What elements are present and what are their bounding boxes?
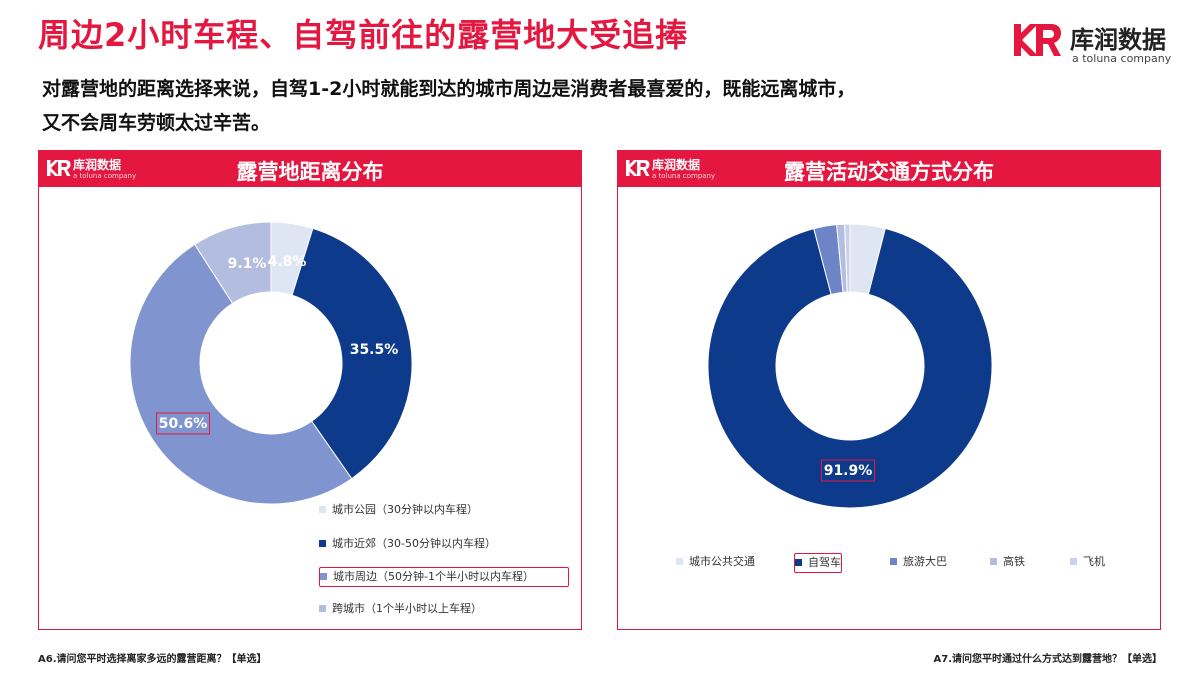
page-subtitle: 对露营地的距离选择来说，自驾1-2小时就能到达的城市周边是消费者最喜爱的，既能远…: [42, 72, 1042, 140]
brand-tagline: a toluna company: [1072, 52, 1172, 65]
legend-swatch: [319, 539, 326, 547]
donut-slice-4: [844, 223, 851, 293]
subtitle-line-1: 对露营地的距离选择来说，自驾1-2小时就能到达的城市周边是消费者最喜爱的，既能远…: [42, 78, 856, 100]
legend-swatch: [319, 604, 326, 612]
legend-label: 跨城市（1个半小时以上车程）: [332, 602, 482, 615]
legend-label: 飞机: [1083, 555, 1105, 568]
legend-swatch: [1070, 557, 1077, 565]
highlight-box: [156, 412, 210, 435]
distance-chart-panel: 库润数据 a toluna company 露营地距离分布 4.8% 35.5% 5…: [38, 150, 582, 630]
data-label: 9.1%: [228, 256, 267, 272]
legend-item: 城市公共交通: [676, 553, 755, 571]
panel-header: 库润数据 a toluna company 露营地距离分布: [39, 151, 581, 187]
page-title: 周边2小时车程、自驾前往的露营地大受追捧: [38, 16, 689, 54]
legend-label: 城市周边（50分钟-1个半小时以内车程）: [333, 570, 534, 583]
legend-label: 高铁: [1003, 555, 1025, 568]
highlight-box: [821, 459, 875, 482]
logo-mark-icon: [47, 160, 71, 176]
legend-item: 自驾车: [794, 553, 842, 573]
legend-item: 跨城市（1个半小时以上车程）: [319, 600, 482, 618]
legend-label: 城市近郊（30-50分钟以内车程）: [332, 537, 496, 550]
panel-logo-tagline: a toluna company: [73, 172, 137, 180]
brand-name: 库润数据: [1070, 26, 1166, 54]
donut-slice-3: [194, 221, 272, 304]
transport-chart-panel: 库润数据 a toluna company 露营活动交通方式分布 91.9% 城…: [617, 150, 1161, 630]
legend-swatch: [795, 558, 802, 566]
legend-item: 高铁: [990, 553, 1025, 571]
chart-title: 露营地距离分布: [236, 160, 384, 184]
legend-label: 城市公共交通: [689, 555, 755, 568]
legend-label: 自驾车: [808, 556, 841, 569]
subtitle-line-2: 又不会周车劳顿太过辛苦。: [42, 112, 271, 134]
panel-logo-name: 库润数据: [73, 158, 122, 172]
transport-donut-chart: 91.9%: [707, 223, 993, 509]
legend-item: 旅游大巴: [890, 553, 947, 571]
logo-mark-icon: [1014, 24, 1061, 56]
legend-item: 城市周边（50分钟-1个半小时以内车程）: [319, 567, 569, 587]
footnote-right: A7.请问您平时通过什么方式达到露营地？【单选】: [933, 654, 1163, 665]
legend-swatch: [319, 505, 326, 513]
distance-donut-chart: 4.8% 35.5% 50.6% 9.1%: [129, 221, 413, 505]
donut-slice-1: [291, 227, 413, 480]
panel-logo-tagline: a toluna company: [652, 172, 716, 180]
donut-slice-1: [707, 227, 993, 509]
legend-item: 飞机: [1070, 553, 1105, 571]
donut-slice-2: [129, 243, 353, 505]
legend-swatch: [890, 557, 897, 565]
legend-swatch: [990, 557, 997, 565]
chart-title: 露营活动交通方式分布: [784, 160, 994, 184]
legend-item: 城市近郊（30-50分钟以内车程）: [319, 535, 496, 553]
footnote-left: A6.请问您平时选择离家多远的露营距离？【单选】: [38, 654, 267, 665]
legend-label: 城市公园（30分钟以内车程）: [332, 503, 478, 516]
legend-swatch: [320, 572, 327, 580]
data-label: 50.6%: [159, 416, 208, 432]
logo-mark-icon: [626, 160, 650, 176]
brand-logo: 库润数据 a toluna company: [1010, 18, 1180, 68]
data-label: 4.8%: [268, 254, 307, 270]
legend-item: 城市公园（30分钟以内车程）: [319, 501, 478, 519]
panel-header: 库润数据 a toluna company 露营活动交通方式分布: [618, 151, 1160, 187]
panel-logo: 库润数据 a toluna company: [624, 155, 744, 183]
data-label: 35.5%: [350, 342, 399, 358]
data-label: 91.9%: [824, 463, 873, 479]
panel-logo: 库润数据 a toluna company: [45, 155, 165, 183]
legend-label: 旅游大巴: [903, 555, 947, 568]
legend-swatch: [676, 557, 683, 565]
panel-logo-name: 库润数据: [652, 158, 701, 172]
